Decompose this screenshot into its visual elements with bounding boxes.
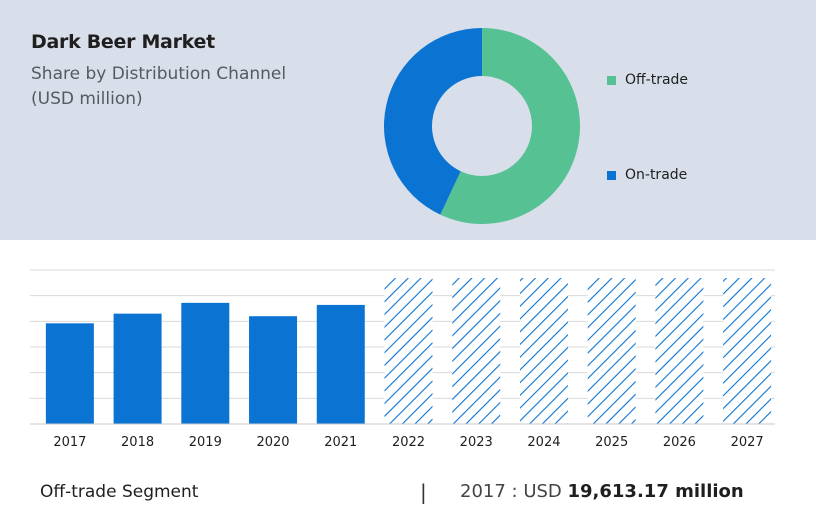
footer-year-label: 2017 : USD	[460, 481, 568, 502]
legend-item-off-trade: Off-trade	[607, 72, 688, 88]
bar-2021	[316, 304, 365, 424]
bar-forecast-2024	[519, 278, 568, 424]
bar-2020	[249, 316, 298, 424]
footer-value: 19,613.17 million	[567, 481, 744, 502]
x-tick-label-2027: 2027	[731, 435, 764, 450]
x-tick-label-2020: 2020	[256, 435, 289, 450]
donut-slice-on-trade	[384, 28, 482, 215]
bar-forecast-2026	[655, 278, 704, 424]
donut-chart	[384, 28, 580, 224]
legend-swatch-off-trade	[607, 75, 616, 85]
x-tick-label-2022: 2022	[392, 435, 425, 450]
x-tick-label-2017: 2017	[53, 435, 86, 450]
x-tick-label-2026: 2026	[663, 435, 696, 450]
chart-subtitle: Share by Distribution Channel (USD milli…	[31, 62, 331, 112]
legend-item-on-trade: On-trade	[607, 167, 687, 183]
subtitle-line-1: Share by Distribution Channel	[31, 64, 287, 84]
x-tick-label-2024: 2024	[527, 435, 560, 450]
bar-forecast-2027	[723, 278, 772, 424]
donut-slice-off-trade	[440, 28, 580, 224]
footer-segment-label: Off-trade Segment	[40, 482, 199, 502]
footer-value-readout: 2017 : USD 19,613.17 million	[460, 481, 744, 502]
chart-title: Dark Beer Market	[31, 31, 215, 53]
bar-forecast-2022	[384, 278, 433, 424]
legend-swatch-on-trade	[607, 170, 616, 180]
bar-forecast-2023	[452, 278, 501, 424]
bar-2018	[113, 313, 162, 424]
x-tick-label-2018: 2018	[121, 435, 154, 450]
subtitle-line-2: (USD million)	[31, 89, 143, 109]
footer-divider: |	[420, 480, 427, 504]
bar-forecast-2025	[587, 278, 636, 424]
bar-2017	[45, 323, 94, 424]
x-tick-label-2019: 2019	[189, 435, 222, 450]
x-tick-label-2023: 2023	[460, 435, 493, 450]
bar-chart: 2017 2018 2019 2020 2021 2022 2023 2024 2025 2026…	[30, 269, 775, 450]
legend-label-off-trade: Off-trade	[625, 72, 689, 88]
x-tick-label-2021: 2021	[324, 435, 357, 450]
legend-label-on-trade: On-trade	[625, 167, 688, 183]
x-tick-label-2025: 2025	[595, 435, 628, 450]
bar-2019	[181, 302, 230, 424]
